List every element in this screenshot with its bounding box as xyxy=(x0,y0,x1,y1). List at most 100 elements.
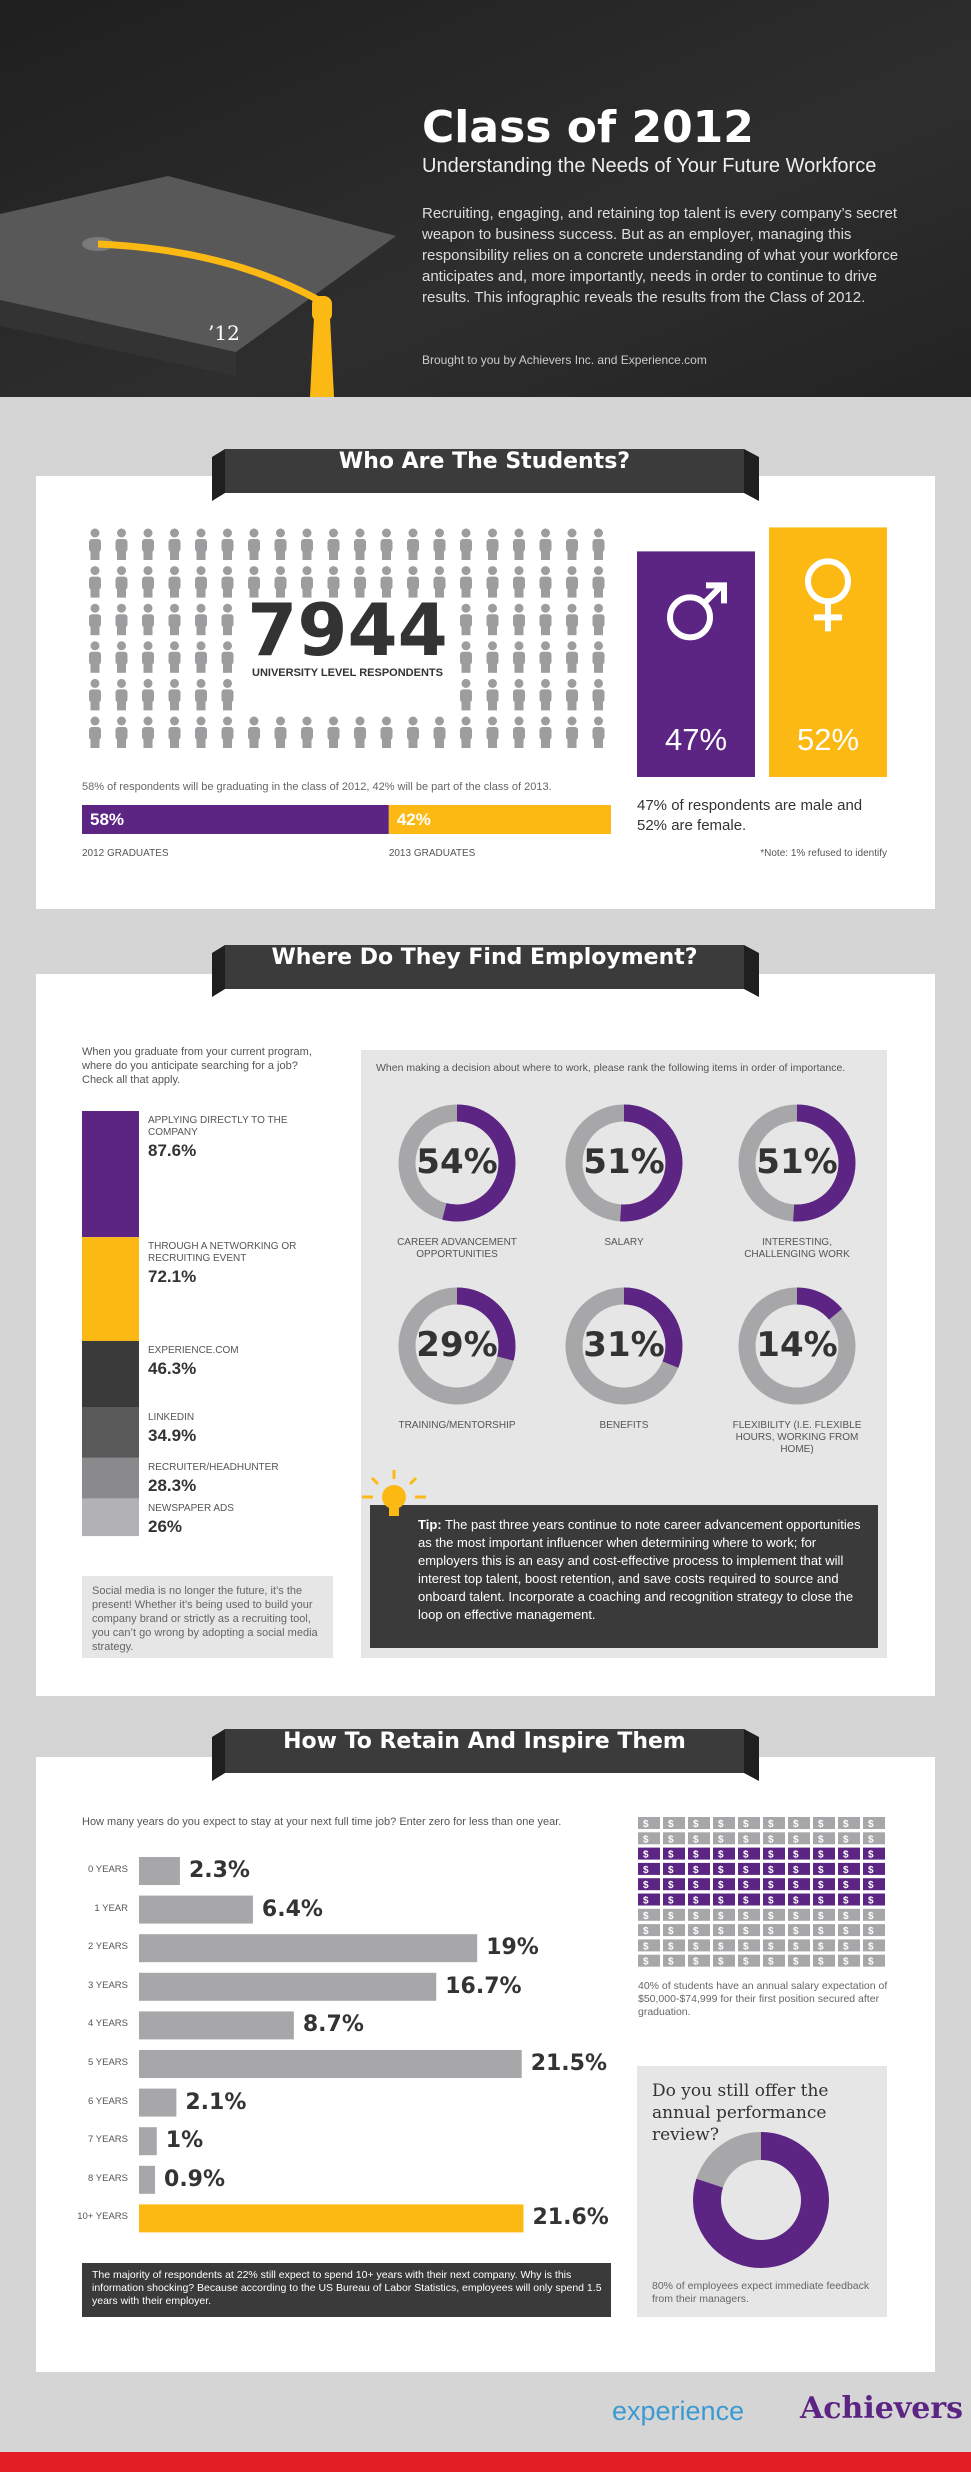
tenure-category: 5 YEARS xyxy=(88,2057,128,2068)
salary-icon-symbol: $ xyxy=(693,1880,699,1891)
tenure-value: 2.3% xyxy=(188,1858,250,1883)
salary-icon-symbol: $ xyxy=(668,1850,674,1861)
salary-icon xyxy=(763,1817,785,1829)
salary-icon xyxy=(638,1847,660,1860)
person-icon xyxy=(354,716,366,748)
tenure-value: 16.7% xyxy=(445,1973,522,1999)
channel-value: 87.6% xyxy=(148,1141,197,1160)
salary-icon xyxy=(738,1862,760,1875)
salary-icon-symbol: $ xyxy=(768,1865,774,1876)
person-head xyxy=(355,528,365,538)
person-icon xyxy=(327,566,340,598)
person-head xyxy=(143,678,153,688)
salary-icon-symbol: $ xyxy=(768,1926,774,1937)
person-icon xyxy=(221,678,234,711)
person-icon xyxy=(354,528,366,560)
salary-icon xyxy=(638,1817,660,1829)
person-legs xyxy=(223,625,232,636)
person-icon xyxy=(274,716,287,748)
person-body xyxy=(486,614,499,628)
person-body xyxy=(89,651,101,665)
person-legs xyxy=(196,587,206,598)
person-legs xyxy=(143,625,153,636)
salary-icon xyxy=(738,1847,760,1860)
salary-icon-symbol: $ xyxy=(768,1896,774,1907)
salary-icon-symbol: $ xyxy=(693,1926,699,1937)
person-icon xyxy=(115,528,128,560)
person-body xyxy=(327,539,340,552)
person-icon xyxy=(513,603,525,636)
salary-note: 40% of students have an annual salary ex… xyxy=(638,1980,888,2018)
person-icon xyxy=(592,566,605,598)
person-head xyxy=(249,528,259,538)
tenure-category: 1 YEAR xyxy=(94,1902,128,1914)
salary-icon-symbol: $ xyxy=(768,1819,774,1830)
channel-value: 26% xyxy=(148,1516,183,1536)
person-body xyxy=(486,576,499,590)
salary-icon-symbol: $ xyxy=(643,1896,649,1907)
tenure-value: 21.6% xyxy=(532,2205,609,2231)
salary-icon-symbol: $ xyxy=(643,1911,649,1922)
tenure-bar xyxy=(139,2050,522,2078)
person-legs xyxy=(382,738,391,748)
person-icon xyxy=(486,641,499,673)
salary-icon-symbol: $ xyxy=(818,1941,824,1952)
person-icon xyxy=(486,678,499,711)
salary-icon xyxy=(663,1924,685,1937)
person-legs xyxy=(143,550,153,560)
person-icon xyxy=(301,528,313,560)
person-head xyxy=(514,716,524,726)
person-icon xyxy=(142,603,154,636)
person-legs xyxy=(567,738,577,748)
salary-icon xyxy=(663,1832,685,1845)
person-legs xyxy=(276,550,285,560)
salary-icon xyxy=(663,1862,685,1875)
person-head xyxy=(488,528,497,538)
person-legs xyxy=(223,550,232,560)
banner xyxy=(225,945,744,989)
salary-icon-symbol: $ xyxy=(843,1819,849,1830)
salary-icon-symbol: $ xyxy=(743,1850,749,1861)
person-body xyxy=(221,651,234,665)
person-head xyxy=(382,716,391,726)
salary-icon-symbol: $ xyxy=(743,1865,749,1876)
salary-icon xyxy=(688,1939,710,1952)
social-note: Social media is no longer the future, it… xyxy=(92,1585,318,1653)
person-icon xyxy=(221,603,234,636)
salary-icon xyxy=(788,1908,810,1921)
person-body xyxy=(566,539,578,552)
salary-icon-symbol: $ xyxy=(743,1957,749,1968)
person-head xyxy=(567,716,577,726)
person-body xyxy=(407,727,419,740)
salary-icon-symbol: $ xyxy=(643,1880,649,1891)
banner xyxy=(225,1729,744,1773)
person-head xyxy=(514,566,524,576)
person-legs xyxy=(488,587,497,598)
salary-icon xyxy=(638,1924,660,1937)
person-body xyxy=(380,576,393,590)
person-body xyxy=(142,614,154,628)
person-icon xyxy=(380,528,393,560)
person-body xyxy=(142,576,154,590)
person-legs xyxy=(329,587,338,598)
person-body xyxy=(195,651,207,665)
person-icon xyxy=(513,678,525,711)
person-legs xyxy=(488,550,497,560)
person-body xyxy=(142,689,154,703)
person-icon xyxy=(115,641,128,673)
cap-board xyxy=(0,176,396,352)
person-body xyxy=(486,727,499,740)
person-legs xyxy=(594,700,603,711)
person-legs xyxy=(355,550,365,560)
cap-body xyxy=(0,300,236,376)
person-head xyxy=(488,566,497,576)
salary-icon xyxy=(838,1832,860,1845)
salary-icon-symbol: $ xyxy=(793,1850,799,1861)
person-head xyxy=(117,678,126,688)
person-head xyxy=(90,641,100,651)
person-icon xyxy=(566,716,578,748)
person-body xyxy=(168,651,181,665)
person-legs xyxy=(594,625,603,636)
salary-icon-symbol: $ xyxy=(868,1819,874,1830)
banner-fold xyxy=(212,449,225,501)
